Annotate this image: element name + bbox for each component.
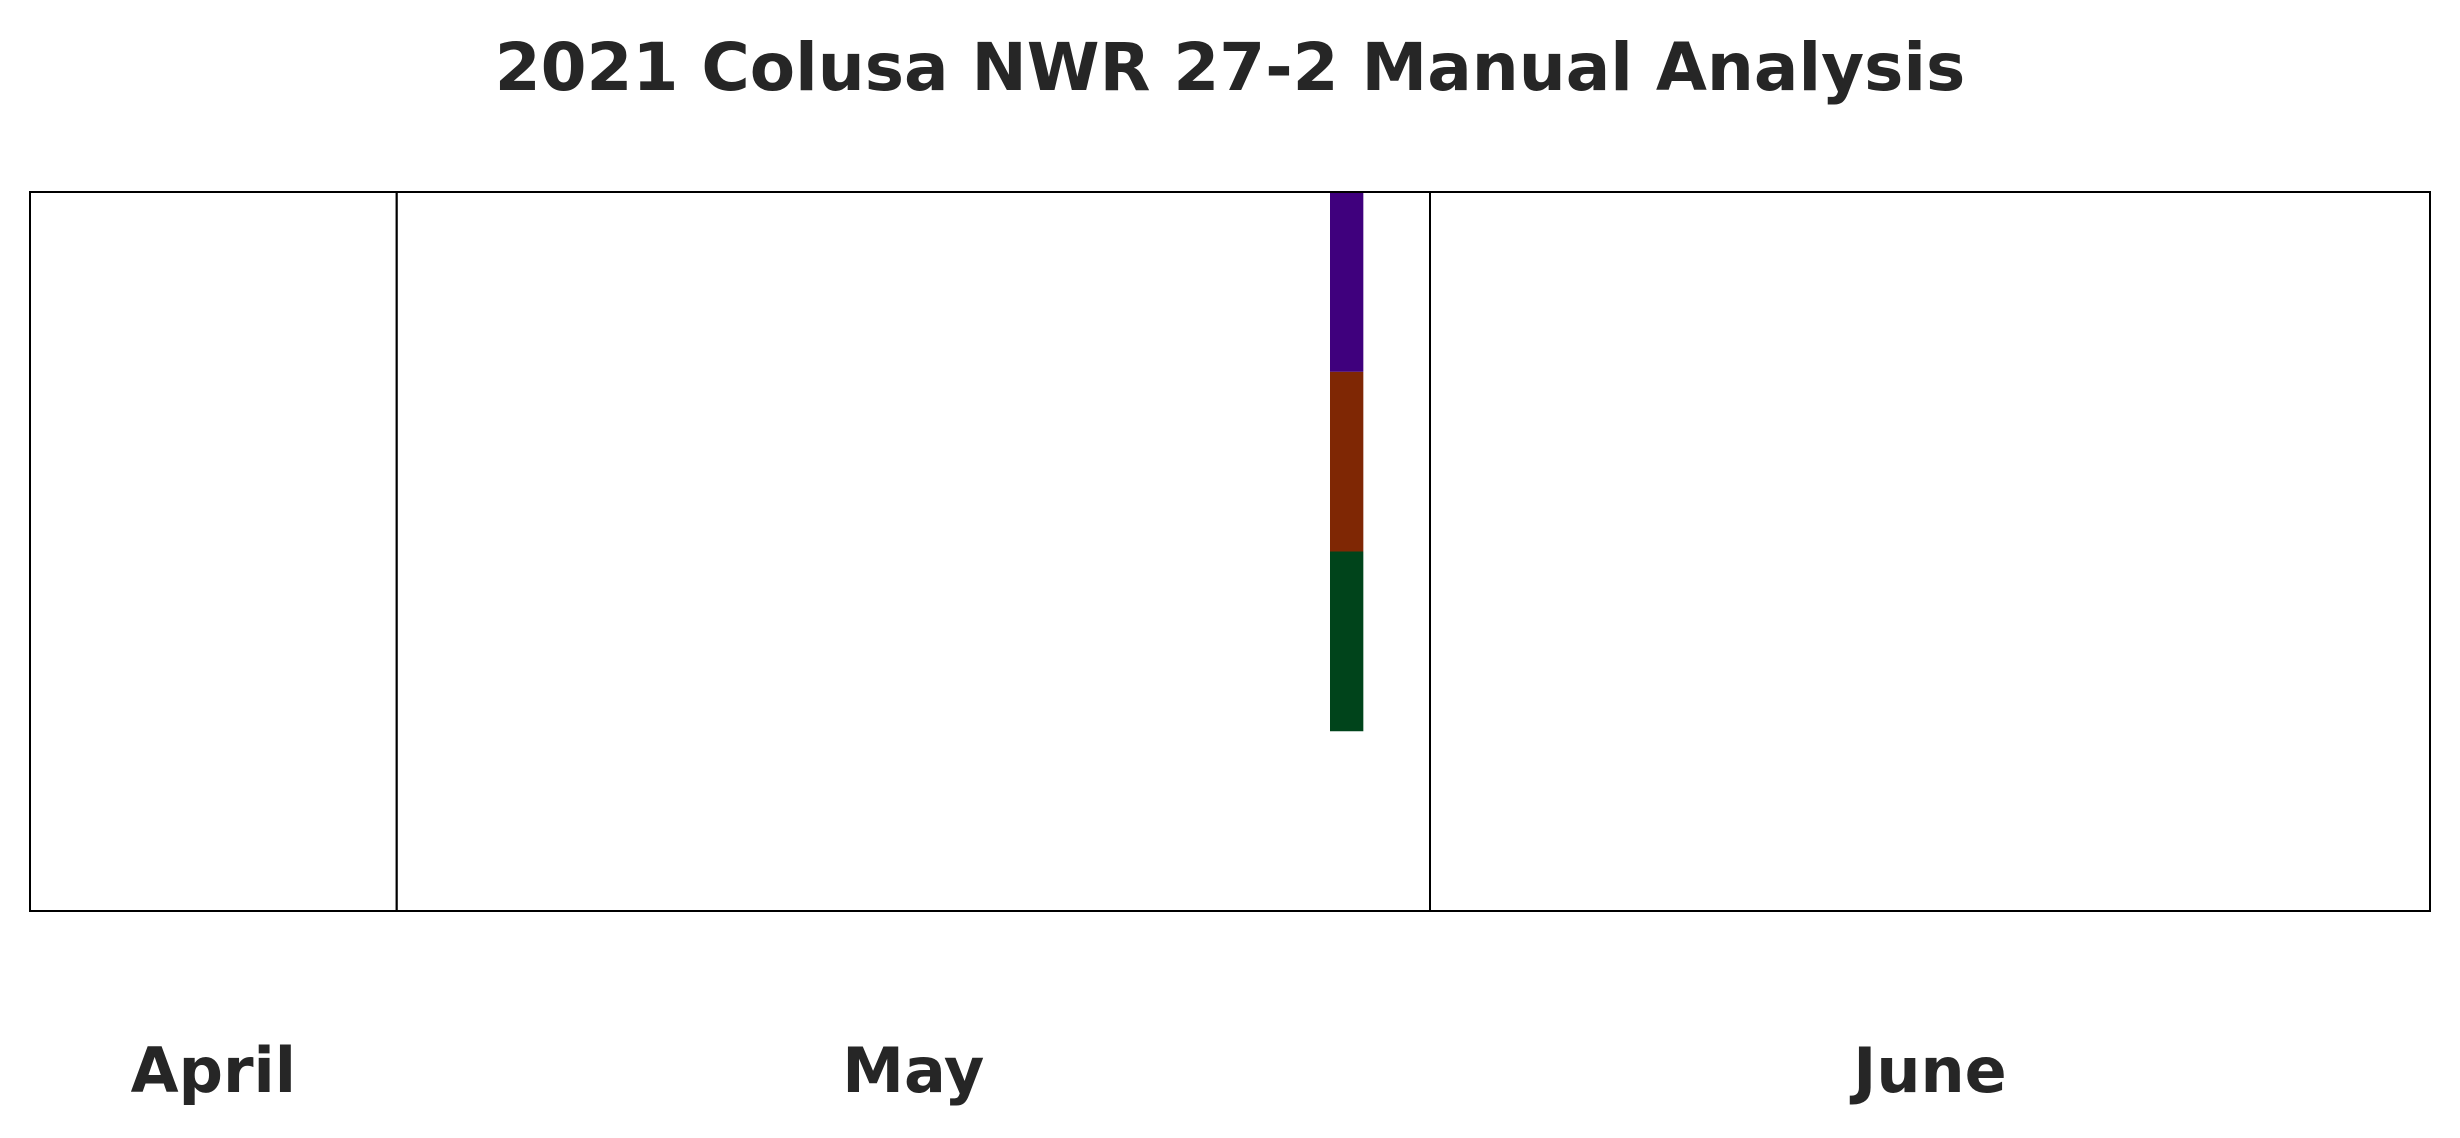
chart-title: 2021 Colusa NWR 27-2 Manual Analysis bbox=[494, 29, 1966, 106]
bar-segment-0-1 bbox=[1330, 371, 1364, 552]
bar-segment-0-2 bbox=[1330, 551, 1364, 732]
month-frame-may bbox=[395, 191, 1431, 912]
month-label-june: June bbox=[1849, 1034, 2006, 1107]
bars-layer bbox=[1330, 192, 1364, 732]
month-frames bbox=[29, 191, 2431, 912]
bar-segment-0-0 bbox=[1330, 192, 1364, 372]
month-label-april: April bbox=[131, 1034, 296, 1107]
month-label-may: May bbox=[842, 1034, 984, 1107]
month-frame-april bbox=[29, 191, 398, 912]
month-labels: April May June bbox=[131, 1034, 2007, 1107]
month-frame-june bbox=[1429, 191, 2431, 912]
